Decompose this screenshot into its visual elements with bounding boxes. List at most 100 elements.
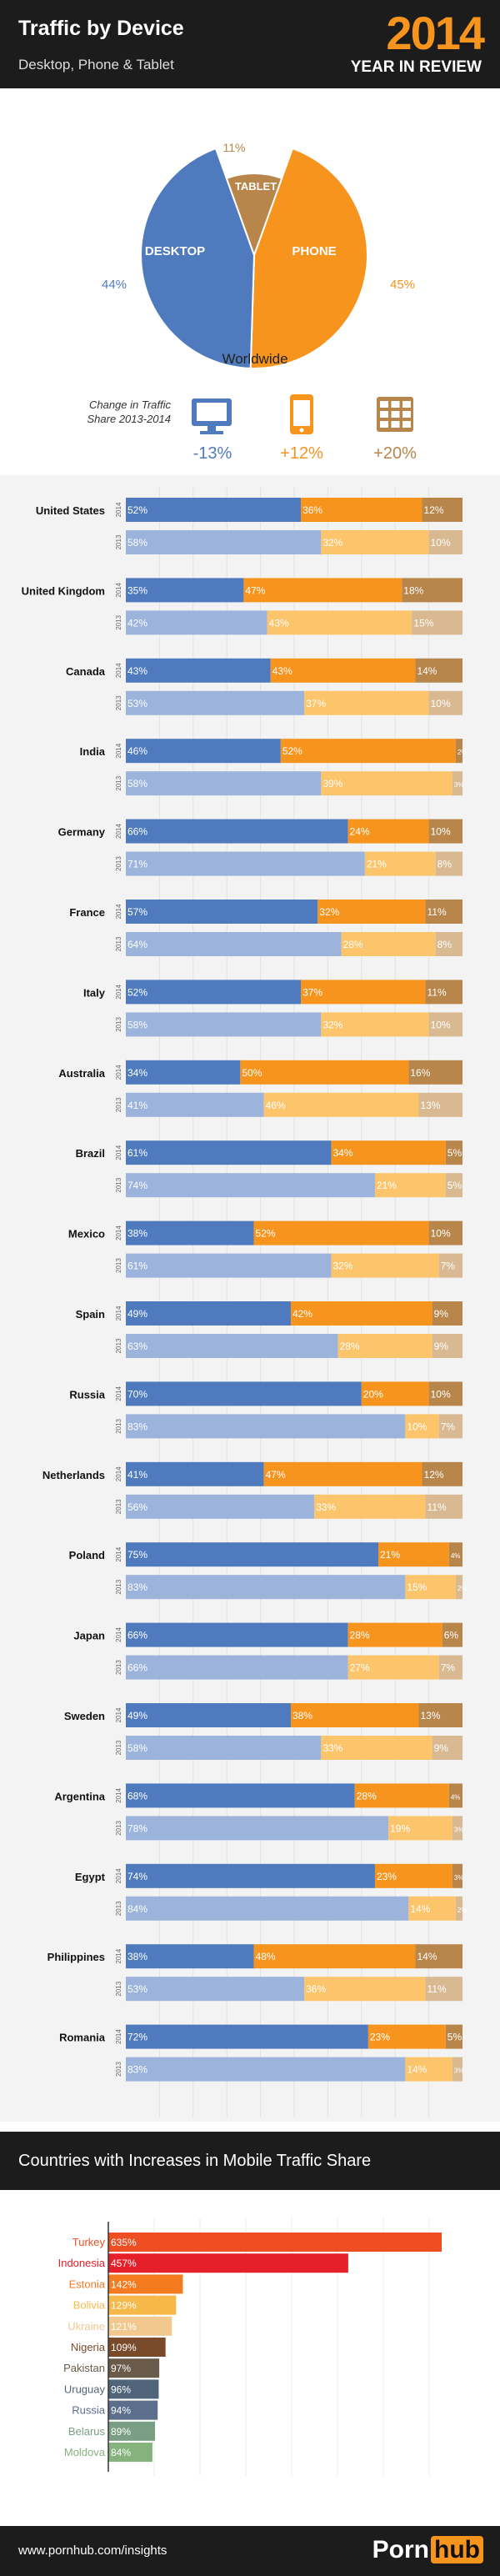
mobile-bar-value: 97% (111, 2363, 131, 2374)
bar-segment-desktop (126, 1896, 409, 1921)
year-tick-label: 2013 (115, 775, 122, 790)
bar-value-label: 58% (128, 1019, 148, 1030)
bar-value-label: 14% (417, 665, 437, 677)
bar-segment-phone (280, 739, 456, 764)
bar-segment-phone (374, 1173, 446, 1198)
year-tick-label: 2013 (115, 1016, 122, 1031)
country-label: Argentina (54, 1790, 105, 1802)
bar-segment-phone (253, 1220, 429, 1245)
bar-value-label: 8% (438, 939, 452, 950)
bar-value-label: 32% (332, 1260, 352, 1272)
bar-segment-desktop (126, 610, 268, 635)
bar-segment-desktop (126, 1944, 254, 1969)
bar-segment-phone (354, 1783, 449, 1808)
bar-segment-desktop (126, 1863, 375, 1888)
pie-value-desktop: 44% (102, 278, 127, 292)
bar-value-label: 3% (454, 1826, 464, 1833)
bar-value-label: 10% (431, 537, 451, 549)
bar-segment-tablet (428, 690, 462, 715)
bar-value-label: 21% (377, 1180, 397, 1191)
bar-segment-desktop (126, 1012, 322, 1037)
page-subtitle: Desktop, Phone & Tablet (18, 57, 174, 73)
bar-value-label: 12% (424, 504, 444, 516)
country-label: Canada (66, 665, 106, 678)
mobile-bar-value: 109% (111, 2342, 137, 2353)
change-label-1: Change in Traffic (89, 398, 172, 411)
bar-segment-desktop (126, 578, 244, 603)
mobile-country-label: Russia (72, 2404, 106, 2417)
year-tick-label: 2014 (115, 743, 122, 758)
bar-segment-phone (331, 1140, 446, 1165)
bar-value-label: 72% (128, 2032, 148, 2043)
bar-segment-phone (378, 1542, 449, 1567)
bar-value-label: 9% (434, 1341, 449, 1352)
footer-url[interactable]: www.pornhub.com/insights (18, 2543, 168, 2558)
bar-value-label: 39% (322, 778, 342, 789)
logo: Porn hub (372, 2536, 483, 2564)
bar-segment-desktop (126, 690, 305, 715)
bar-value-label: 42% (128, 617, 148, 629)
bar-segment-phone (348, 1655, 439, 1680)
bar-value-label: 2% (458, 1585, 468, 1592)
bar-value-label: 53% (128, 698, 148, 709)
worldwide-pie-chart: DESKTOP PHONE TABLET 44% 45% 11% Worldwide Chan… (88, 141, 418, 463)
bar-value-label: 50% (242, 1067, 262, 1079)
mobile-bar (108, 2316, 172, 2336)
bar-value-label: 36% (302, 504, 322, 516)
bar-value-label: 32% (322, 537, 342, 549)
bar-value-label: 75% (128, 1549, 148, 1561)
bar-segment-desktop (126, 1092, 264, 1117)
mobile-bar-value: 94% (111, 2405, 131, 2417)
country-label: Netherlands (42, 1469, 105, 1481)
bar-value-label: 10% (431, 1388, 451, 1400)
mobile-country-label: Bolivia (73, 2299, 106, 2312)
bar-value-label: 49% (128, 1308, 148, 1320)
bar-value-label: 83% (128, 1581, 148, 1593)
page-title: Traffic by Device (18, 17, 184, 40)
bar-segment-tablet (455, 739, 462, 764)
country-label: Mexico (68, 1228, 105, 1240)
bar-value-label: 68% (128, 1790, 148, 1802)
country-label: Brazil (76, 1147, 105, 1160)
country-label: Germany (58, 826, 106, 839)
bar-segment-tablet (428, 1012, 462, 1037)
bar-segment-tablet (448, 1542, 462, 1567)
bar-value-label: 63% (128, 1341, 148, 1352)
bar-value-label: 58% (128, 1742, 148, 1754)
bar-segment-tablet (448, 1783, 462, 1808)
year-tick-label: 2013 (115, 1660, 122, 1675)
bar-value-label: 10% (431, 698, 451, 709)
bar-segment-desktop (126, 1542, 378, 1567)
mobile-bar (108, 2379, 159, 2399)
year-tick-label: 2014 (115, 1306, 122, 1321)
year-tick-label: 2014 (115, 1627, 122, 1642)
bar-value-label: 38% (128, 1228, 148, 1240)
mobile-country-label: Estonia (69, 2278, 106, 2290)
mobile-bar-value: 457% (111, 2258, 137, 2269)
mobile-bar-value: 89% (111, 2426, 131, 2438)
year-tick-label: 2014 (115, 1868, 122, 1883)
bar-segment-tablet (438, 1655, 462, 1680)
year-tick-label: 2014 (115, 582, 122, 597)
mobile-bar (108, 2358, 160, 2378)
year-tick-label: 2014 (115, 824, 122, 839)
bar-segment-desktop (126, 2057, 406, 2082)
bar-value-label: 13% (420, 1710, 440, 1722)
bar-value-label: 38% (292, 1710, 312, 1722)
bar-value-label: 18% (403, 584, 423, 596)
bar-value-label: 46% (128, 745, 148, 757)
bar-segment-desktop (126, 1783, 355, 1808)
mobile-bar-value: 121% (111, 2321, 137, 2333)
bar-value-label: 61% (128, 1260, 148, 1272)
pie-label-phone: PHONE (292, 244, 336, 258)
bar-segment-phone (321, 1736, 432, 1760)
bar-value-label: 66% (128, 826, 148, 838)
bar-value-label: 7% (441, 1662, 456, 1674)
mobile-bar (108, 2443, 152, 2462)
year-tick-label: 2013 (115, 1901, 122, 1916)
bar-segment-desktop (126, 739, 281, 764)
logo-hub: hub (431, 2536, 483, 2563)
bar-segment-tablet (425, 980, 462, 1005)
year-tick-label: 2013 (115, 1177, 122, 1192)
mobile-chart-background (0, 2190, 500, 2526)
